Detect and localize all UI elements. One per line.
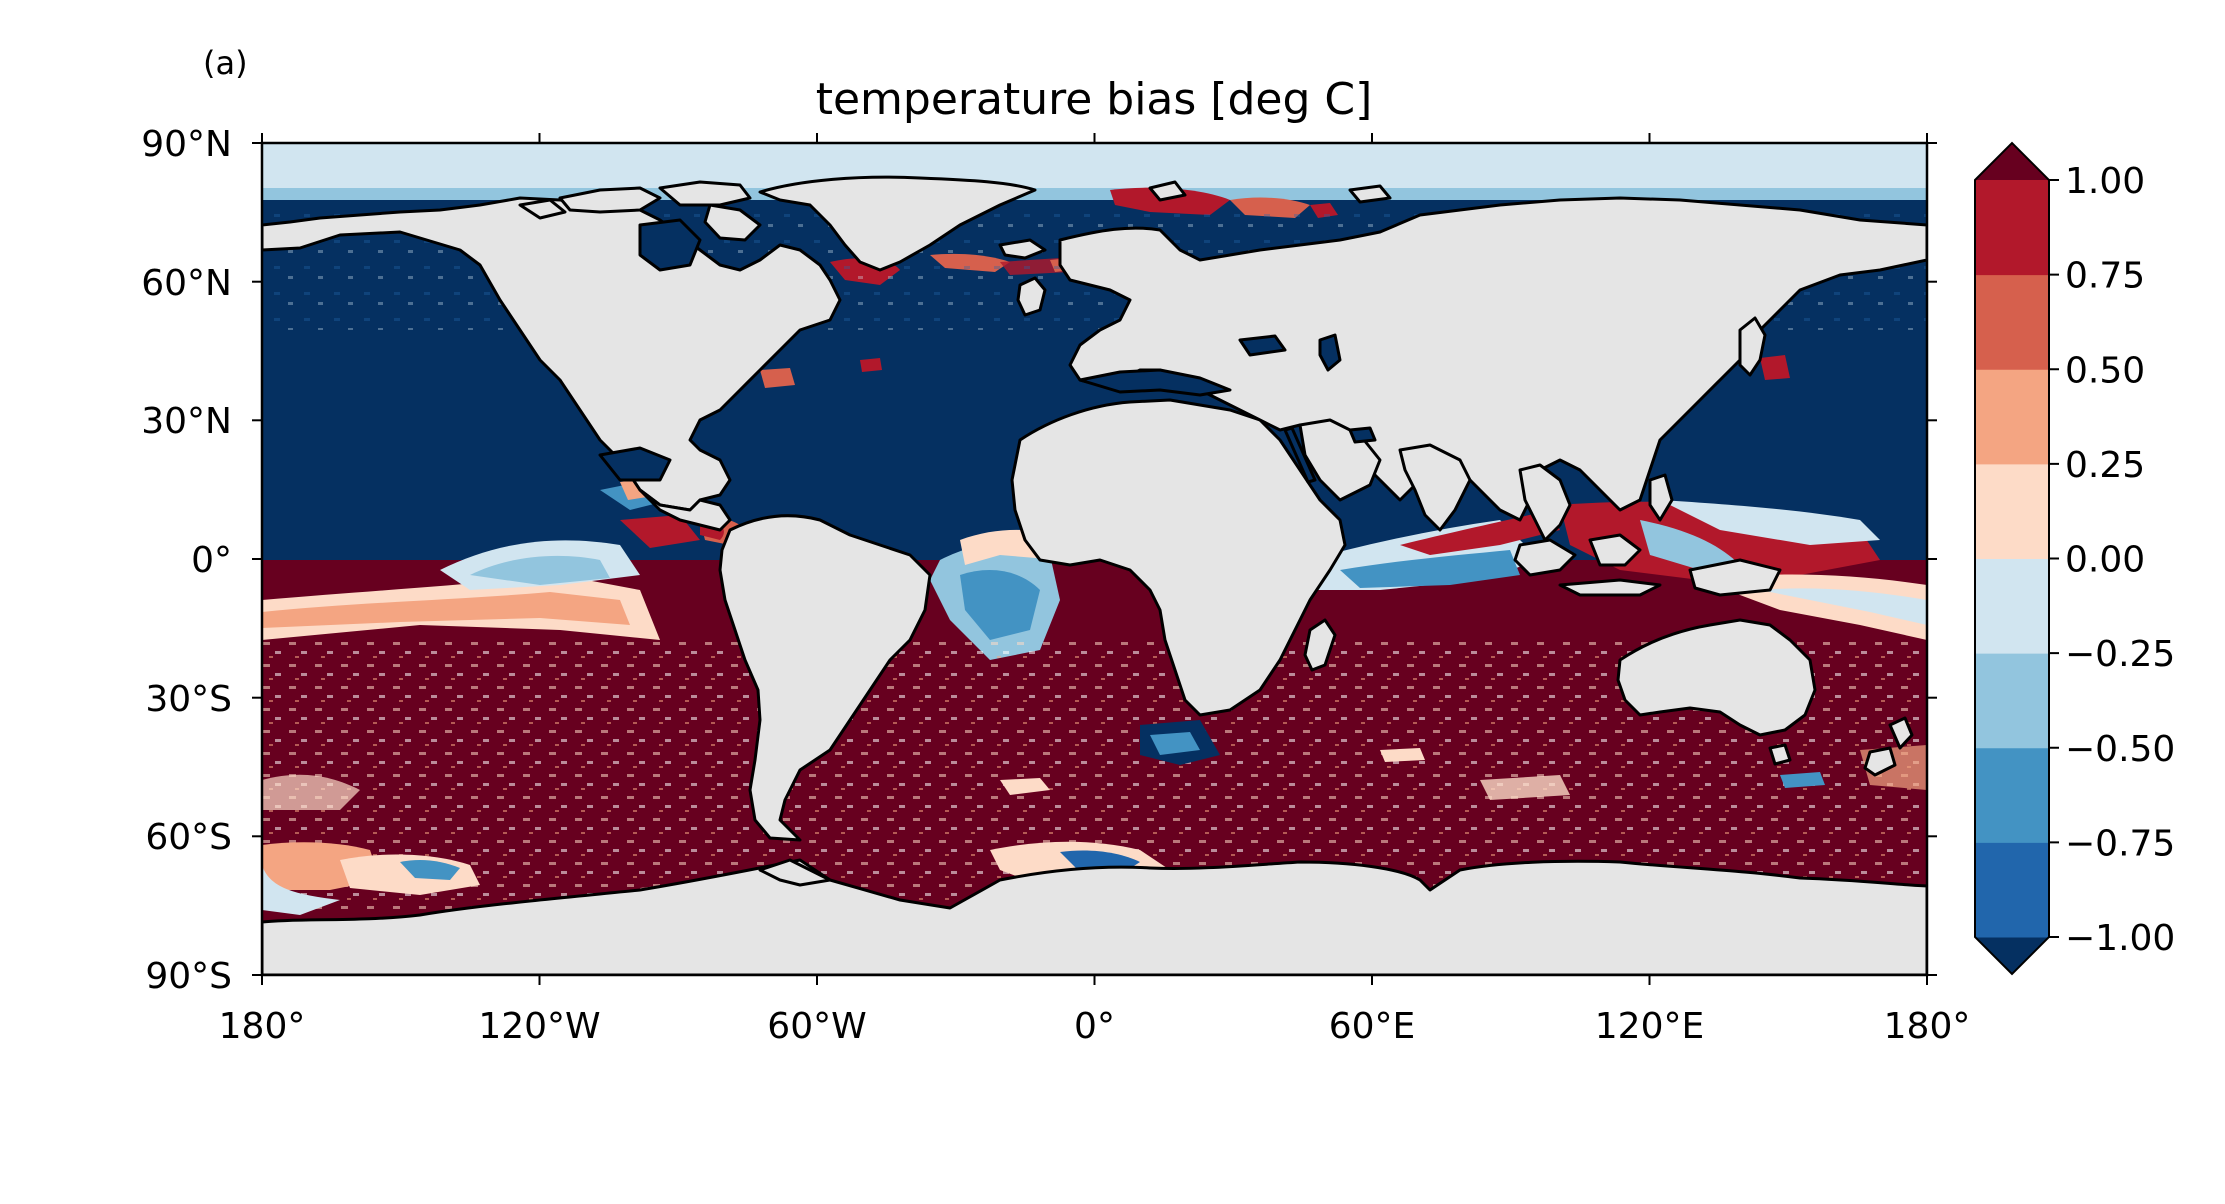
colorbar-tick-label: 0.25 xyxy=(2065,445,2145,486)
colorbar-tick-label: 0.75 xyxy=(2065,256,2145,297)
colorbar-bin xyxy=(1975,180,2049,276)
land-masses xyxy=(262,175,1927,975)
x-tick-label: 60°W xyxy=(767,1006,866,1047)
y-tick-label: 30°N xyxy=(141,401,232,442)
x-tick-label: 180° xyxy=(219,1006,306,1047)
colorbar-tick-label: 0.50 xyxy=(2065,350,2145,391)
colorbar-bin xyxy=(1975,463,2049,559)
map-ticks xyxy=(252,133,1937,985)
colorbar: −1.00 −0.75 −0.50 −0.25 0.00 0.25 0.50 0.75 1.00 xyxy=(1974,141,2175,976)
colorbar-bin xyxy=(1975,274,2049,370)
colorbar-bin xyxy=(1975,558,2049,654)
colorbar-tick-label: 0.00 xyxy=(2065,540,2145,581)
panel-label: (a) xyxy=(203,44,248,82)
x-tick-label: 120°W xyxy=(478,1006,600,1047)
colorbar-bin xyxy=(1975,842,2049,938)
y-tick-label: 0° xyxy=(191,540,232,581)
map-plot-area xyxy=(262,143,1927,975)
colorbar-segments xyxy=(1975,143,2049,974)
equatorial-transition xyxy=(262,480,1927,660)
colorbar-bin xyxy=(1975,653,2049,749)
x-tick-label: 180° xyxy=(1884,1006,1971,1047)
colorbar-tick-label: −0.50 xyxy=(2065,729,2175,770)
south-america xyxy=(718,514,932,842)
colorbar-extend-high xyxy=(1975,143,2049,180)
colorbar-bin xyxy=(1975,747,2049,843)
x-tick-label: 120°E xyxy=(1595,1006,1704,1047)
colorbar-tick-label: 1.00 xyxy=(2065,161,2145,202)
north-america xyxy=(262,196,842,512)
colorbar-bin xyxy=(1975,369,2049,465)
arctic-band xyxy=(262,143,1927,188)
africa xyxy=(1010,398,1347,717)
colorbar-ticks: −1.00 −0.75 −0.50 −0.25 0.00 0.25 0.50 0.75 1.00 xyxy=(2049,161,2175,959)
map-title: temperature bias [deg C] xyxy=(816,74,1373,125)
x-tick-label: 0° xyxy=(1074,1006,1115,1047)
colorbar-extend-low xyxy=(1975,937,2049,974)
greenland xyxy=(758,175,1037,272)
australia xyxy=(1616,618,1817,737)
colorbar-tick-label: −0.25 xyxy=(2065,634,2175,675)
colorbar-tick-label: −0.75 xyxy=(2065,823,2175,864)
colorbar-tick-label: −1.00 xyxy=(2065,918,2175,959)
y-tick-label: 90°S xyxy=(145,956,232,997)
x-tick-label: 60°E xyxy=(1329,1006,1416,1047)
antarctica xyxy=(262,858,1927,975)
y-tick-label: 60°N xyxy=(141,263,232,304)
y-tick-label: 90°N xyxy=(141,124,232,165)
y-tick-label: 30°S xyxy=(145,679,232,720)
y-tick-label: 60°S xyxy=(145,817,232,858)
